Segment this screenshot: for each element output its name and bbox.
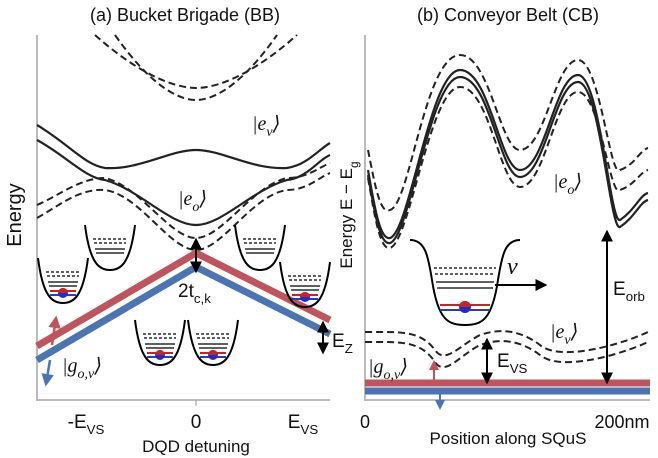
text-part: o <box>192 200 199 215</box>
arrow <box>48 315 61 346</box>
x-tick-label: 0 <box>191 412 202 433</box>
axes <box>36 35 330 401</box>
text-part: v <box>507 254 518 280</box>
text-part: v <box>564 333 571 348</box>
state-label: |go,v⟩ <box>368 356 408 383</box>
arrow <box>41 359 54 387</box>
text-part: ⟩ <box>399 356 408 378</box>
text-part: |g <box>368 356 384 378</box>
text-part: E <box>497 351 510 372</box>
levels <box>434 267 496 289</box>
text-part: ⟩ <box>198 188 207 210</box>
x-label: DQD detuning <box>142 437 250 456</box>
gap-label: 2tc,k <box>178 281 211 306</box>
gap-label: EZ <box>332 331 353 356</box>
panel-title: (a) Bucket Brigade (BB) <box>90 5 280 25</box>
curve <box>36 172 331 252</box>
text-part: ⟩ <box>570 321 579 343</box>
text-part: VS <box>300 422 318 437</box>
y-label: Energy E − Eg <box>337 161 361 268</box>
y-label: Energy <box>4 183 26 246</box>
well <box>135 320 185 365</box>
text-part: -E <box>68 412 87 433</box>
curve <box>366 75 649 245</box>
x-tick-label: 200nm <box>594 412 649 432</box>
well <box>84 224 136 271</box>
text-part: |g <box>62 355 78 377</box>
state-label: |eo⟩ <box>553 171 582 198</box>
text-part: |e <box>252 113 266 135</box>
text-part: E <box>332 331 345 352</box>
text-part: 0 <box>360 412 370 432</box>
text-part: 200nm <box>594 412 649 432</box>
curve <box>114 34 278 102</box>
well <box>38 258 88 303</box>
well <box>234 224 286 271</box>
text-part: VS <box>510 361 528 376</box>
curve <box>36 124 331 170</box>
text-part: Energy E − E <box>337 168 356 269</box>
state-label: |eo⟩ <box>178 188 207 215</box>
curve <box>367 85 649 249</box>
text-part: ⟩ <box>573 171 582 193</box>
text-part: ⟩ <box>93 355 102 377</box>
x-tick-label: 0 <box>360 412 370 432</box>
text-part: Z <box>345 341 353 356</box>
text-part: DQD detuning <box>142 437 250 456</box>
text-part: Position along SQuS <box>430 429 587 448</box>
text-part: ⟩ <box>272 113 281 135</box>
text-part: orb <box>626 289 645 304</box>
text-part: VS <box>87 422 105 437</box>
curve <box>364 330 649 357</box>
text-part: |e <box>550 321 564 343</box>
curve <box>36 162 331 240</box>
text-part: |e <box>178 188 192 210</box>
x-label: Position along SQuS <box>430 429 587 448</box>
panel-title: (b) Conveyor Belt (CB) <box>417 5 599 25</box>
curve <box>367 53 649 212</box>
text-part: 0 <box>191 412 202 433</box>
text-part: Energy <box>4 183 26 246</box>
text-part: E <box>613 279 626 300</box>
gap-label: Eorb <box>613 279 645 304</box>
axes <box>364 35 650 401</box>
text-part: E <box>288 412 301 433</box>
text-part: |e <box>553 171 567 193</box>
text-part: c,k <box>194 291 211 306</box>
state-label: |ev⟩ <box>252 113 280 140</box>
panel-a <box>35 34 332 406</box>
well <box>188 320 238 365</box>
x-tick-label: EVS <box>288 412 319 437</box>
electron <box>459 301 471 307</box>
text-part: v <box>266 125 273 140</box>
text-part: o <box>567 183 574 198</box>
curve <box>94 34 298 90</box>
curve <box>366 68 649 240</box>
state-label: |go,v⟩ <box>62 355 102 382</box>
gap-label: EVS <box>497 351 528 376</box>
velocity-label: v <box>507 254 518 280</box>
text-part: g <box>347 161 361 168</box>
panel-b <box>364 35 650 410</box>
x-tick-label: -EVS <box>68 412 105 437</box>
text-part: 2t <box>178 281 195 302</box>
state-label: |ev⟩ <box>550 321 578 348</box>
text-part: o,v <box>78 367 96 382</box>
text-part: o,v <box>384 368 402 383</box>
well <box>409 239 521 327</box>
